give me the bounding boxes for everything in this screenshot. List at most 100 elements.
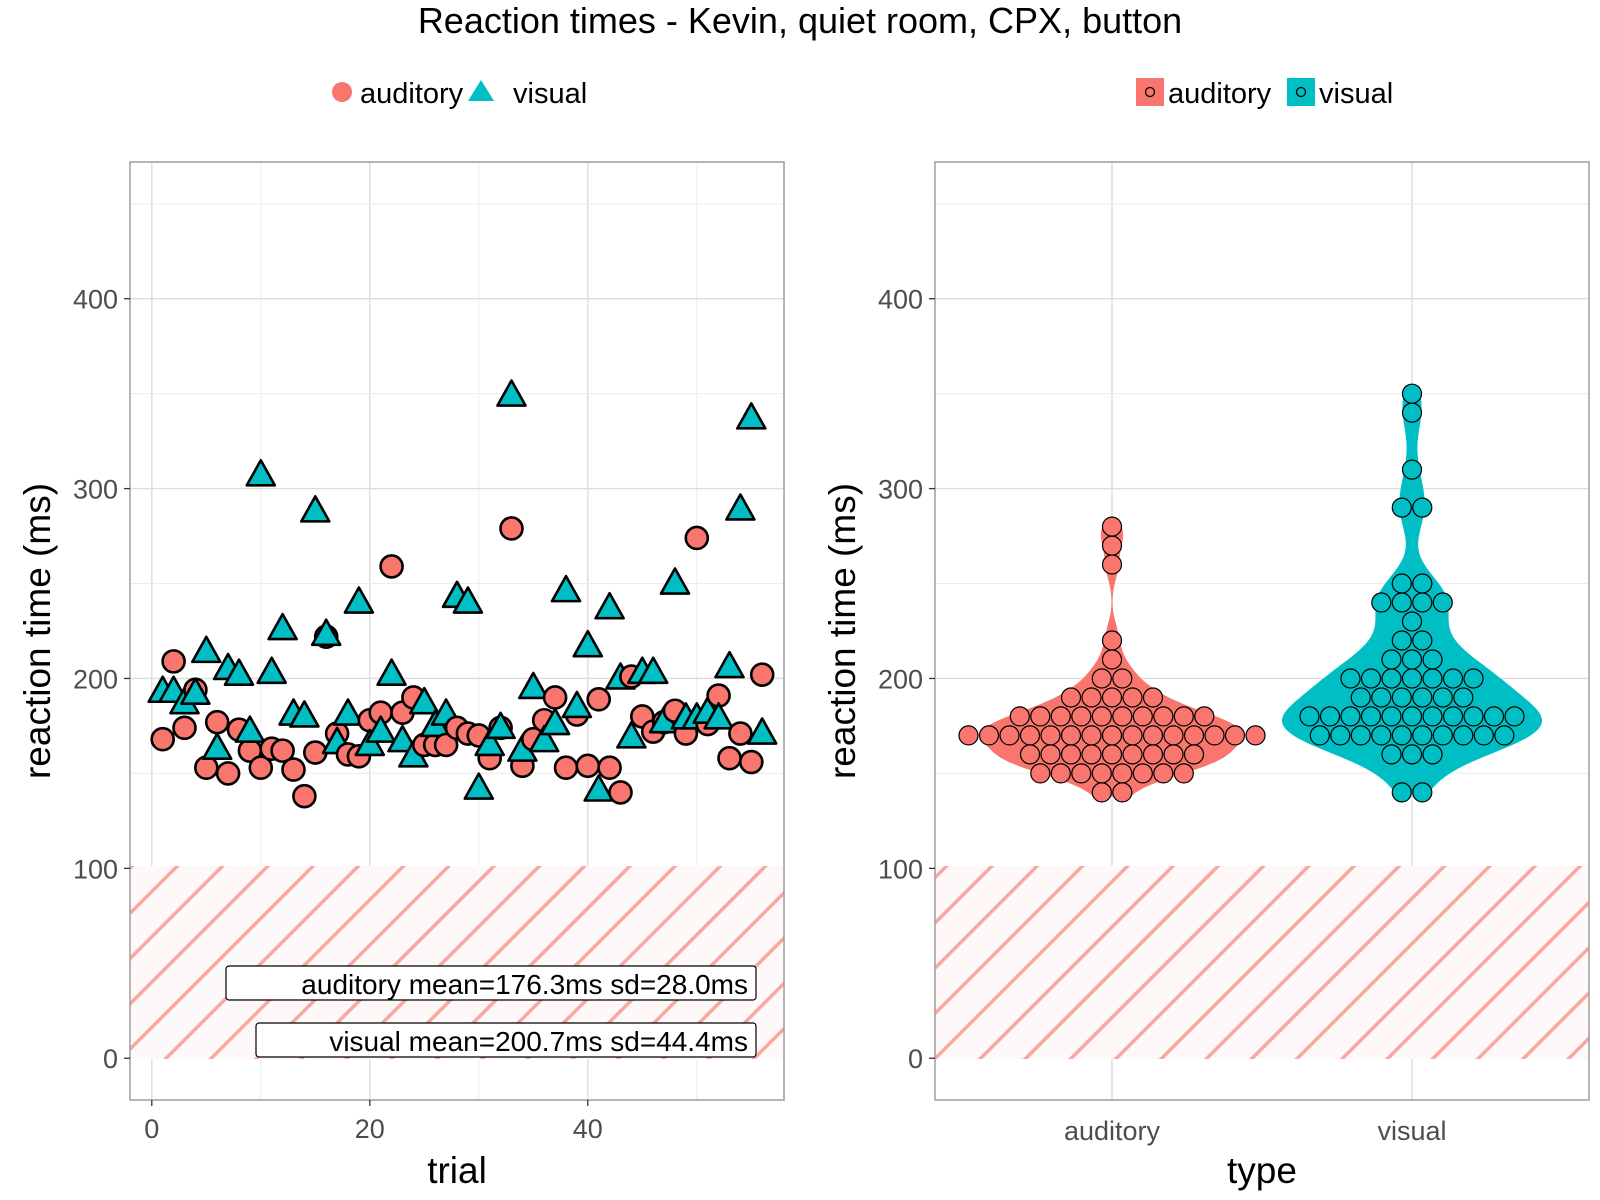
right-dotplot [958, 383, 1525, 803]
dot-auditory [1112, 763, 1133, 784]
dot-auditory [1142, 687, 1164, 708]
dot-auditory [1060, 687, 1082, 708]
dot-auditory [1101, 725, 1123, 746]
scatter-point-visual [659, 567, 691, 595]
left-y-tick-label: 200 [73, 664, 118, 694]
dot-visual [1422, 649, 1443, 670]
right-y-tick-label: 0 [908, 1044, 923, 1074]
right-legend: auditory visual [1136, 78, 1393, 110]
annotation-box-auditory [225, 965, 757, 1001]
left-y-tick-labels: 0 100 200 300 400 [73, 285, 130, 1074]
scatter-point-visual [714, 650, 745, 679]
dot-auditory [1163, 725, 1184, 746]
dot-auditory [1019, 744, 1041, 765]
scatter-point-auditory [728, 721, 753, 746]
dot-visual [1319, 706, 1341, 727]
right-hatch-region [935, 866, 1589, 1059]
dot-visual [1442, 668, 1464, 689]
dot-visual [1371, 725, 1392, 746]
dot-auditory [1122, 725, 1143, 746]
scatter-point-visual [408, 686, 440, 715]
left-y-tick-label: 300 [73, 475, 118, 505]
dot-auditory [999, 725, 1020, 746]
left-y-axis-label: reaction time (ms) [17, 483, 58, 779]
scatter-point-visual [474, 728, 506, 757]
annotation-auditory: auditory mean=176.3ms sd=28.0ms [301, 969, 748, 1000]
dot-visual [1391, 630, 1412, 651]
dot-visual [1432, 725, 1453, 746]
dot-visual [1453, 687, 1474, 708]
dot-visual [1309, 725, 1330, 746]
scatter-point-auditory [379, 554, 404, 579]
scatter-point-visual [376, 658, 407, 686]
violin-visual [1282, 395, 1542, 791]
scatter-point-auditory [608, 780, 633, 805]
dot-visual [1401, 744, 1423, 765]
dot-visual [1391, 592, 1412, 613]
dot-visual [1432, 687, 1453, 708]
dot-visual [1391, 782, 1412, 803]
dot-auditory [1019, 725, 1041, 746]
right-y-tick-label: 100 [878, 854, 923, 884]
dot-visual [1350, 687, 1371, 708]
dot-visual [1412, 725, 1433, 746]
x-tick-label-auditory: auditory [1064, 1116, 1161, 1146]
scatter-point-visual [452, 586, 484, 614]
dot-visual [1483, 706, 1505, 727]
legend-label-visual-right: visual [1319, 78, 1393, 110]
scatter-point-visual [289, 700, 320, 728]
right-panel-border [934, 161, 1590, 1101]
dot-auditory [1030, 706, 1051, 727]
dot-auditory [1183, 725, 1205, 746]
right-y-tick-label: 400 [878, 285, 923, 315]
scatter-point-auditory [553, 755, 579, 781]
scatter-point-visual [245, 458, 277, 487]
dot-visual [1360, 668, 1382, 689]
x-tick-label-visual: visual [1377, 1116, 1446, 1146]
dot-visual [1422, 706, 1443, 727]
scatter-point-visual [517, 671, 549, 700]
dot-auditory [1081, 687, 1102, 708]
scatter-point-visual [735, 402, 767, 430]
dot-auditory [1091, 706, 1112, 727]
scatter-point-visual [539, 707, 571, 736]
scatter-point-auditory [597, 755, 622, 781]
scatter-point-visual [703, 702, 734, 730]
scatter-point-auditory [575, 753, 601, 779]
dot-visual [1463, 668, 1484, 689]
dot-auditory [1071, 706, 1092, 727]
left-y-tick-label: 400 [73, 285, 118, 315]
scatter-point-visual [528, 724, 560, 753]
right-panel: auditory visual 0 100 200 300 400 auditory v… [822, 78, 1590, 1191]
dot-auditory [1071, 763, 1092, 784]
dot-visual [1299, 706, 1320, 727]
dot-visual [1412, 573, 1433, 594]
legend-key-visual-dot [1295, 86, 1307, 98]
dot-visual [1432, 592, 1453, 613]
dot-auditory [978, 725, 1000, 746]
dot-auditory [1101, 554, 1123, 575]
dot-visual [1412, 630, 1433, 651]
dot-auditory [1040, 725, 1061, 746]
scatter-point-visual [550, 574, 582, 603]
scatter-point-visual [616, 721, 647, 749]
scatter-point-visual [267, 612, 298, 641]
scatter-point-visual [725, 493, 756, 521]
dot-visual [1412, 782, 1433, 803]
dot-auditory [1112, 782, 1133, 803]
dot-auditory [1163, 744, 1184, 765]
dot-auditory [1101, 687, 1123, 708]
dot-auditory [1091, 763, 1112, 784]
scatter-point-auditory [281, 757, 306, 782]
dot-visual [1401, 706, 1423, 727]
dot-visual [1340, 668, 1361, 689]
scatter-point-visual [191, 635, 222, 664]
right-y-axis-label: reaction time (ms) [822, 483, 863, 779]
dot-visual [1422, 668, 1443, 689]
right-y-tick-labels: 0 100 200 300 400 [878, 285, 935, 1074]
scatter-point-visual [332, 698, 364, 726]
scatter-point-visual [180, 677, 211, 705]
chart-title: Reaction times - Kevin, quiet room, CPX,… [418, 0, 1182, 41]
